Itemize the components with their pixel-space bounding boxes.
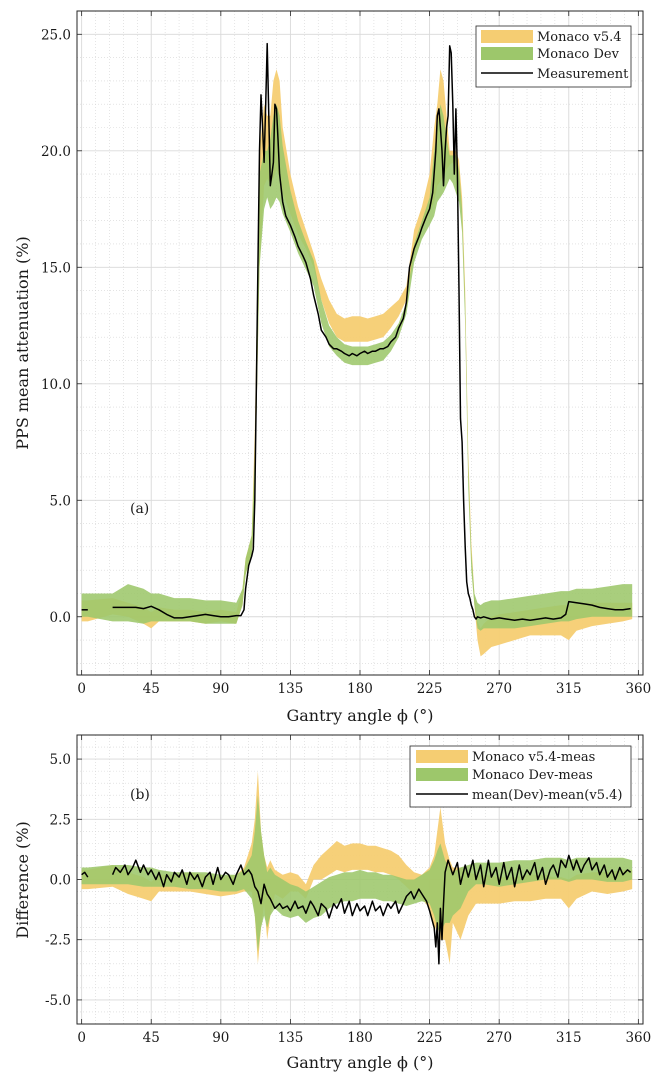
y-tick-label: 0.0: [50, 873, 71, 889]
panel-b-ticks: 0 45 90 135 180 225 270 315 360 -5.0 -2.5 0.0 2.5 5.0: [45, 735, 651, 1046]
x-tick-label: 180: [347, 681, 373, 697]
legend-label-dev-meas: Monaco Dev-meas: [472, 768, 593, 783]
x-tick-label: 135: [278, 681, 304, 697]
x-tick-label: 90: [212, 1030, 229, 1046]
panel-a-ylabel: PPS mean attenuation (%): [13, 236, 32, 449]
band-dev-1: [81, 795, 633, 952]
x-tick-label: 315: [556, 681, 582, 697]
legend-swatch-v54-meas: [416, 750, 468, 763]
panel-b-xlabel: Gantry angle ϕ (°): [286, 1053, 433, 1072]
x-tick-label: 135: [278, 1030, 304, 1046]
y-tick-label: 10.0: [41, 377, 71, 393]
x-tick-label: 0: [77, 1030, 86, 1046]
legend-label-v54: Monaco v5.4: [537, 30, 622, 45]
x-tick-label: 0: [77, 681, 86, 697]
line-segment-1-1: [111, 854, 632, 965]
panel-b-legend: Monaco v5.4-meas Monaco Dev-meas mean(De…: [409, 745, 632, 808]
panel-a-legend: Monaco v5.4 Monaco Dev Measurement: [475, 25, 632, 88]
y-tick-label: 25.0: [41, 27, 71, 43]
x-tick-label: 315: [556, 1030, 582, 1046]
x-tick-label: 225: [417, 681, 443, 697]
legend-swatch-dev: [481, 47, 533, 60]
panel-a-series: [81, 42, 633, 657]
x-tick-label: 180: [347, 1030, 373, 1046]
legend-label-v54-meas: Monaco v5.4-meas: [472, 750, 595, 765]
panel-b-ylabel: Difference (%): [13, 821, 32, 938]
y-tick-label: 5.0: [50, 493, 71, 509]
panel-b-label: (b): [130, 787, 150, 803]
x-tick-label: 270: [486, 681, 512, 697]
line-segment-0-1: [112, 42, 631, 621]
panel-a-ticks: 0 45 90 135 180 225 270 315 360 0.0 5.0 10.0 15.0 20.…: [41, 11, 651, 697]
y-tick-label: 0.0: [50, 610, 71, 626]
legend-label-dev: Monaco Dev: [537, 47, 620, 62]
line-segment-1-0: [81, 871, 89, 878]
legend-label-measurement: Measurement: [537, 67, 629, 82]
x-tick-label: 225: [417, 1030, 443, 1046]
y-tick-label: -5.0: [45, 993, 71, 1009]
x-tick-label: 270: [486, 1030, 512, 1046]
y-tick-label: 20.0: [41, 144, 71, 160]
x-tick-label: 90: [212, 681, 229, 697]
x-tick-label: 360: [625, 1030, 651, 1046]
y-tick-label: 15.0: [41, 260, 71, 276]
legend-swatch-dev-meas: [416, 768, 468, 781]
panel-b: 0 45 90 135 180 225 270 315 360 -5.0 -2.5 0.0 2.5 5.0…: [13, 734, 651, 1072]
panel-a-label: (a): [130, 501, 149, 517]
panel-a: 0 45 90 135 180 225 270 315 360 0.0 5.0 10.0 15.0 20.…: [13, 10, 651, 725]
band-v54-1: [81, 771, 633, 964]
y-tick-label: 2.5: [50, 812, 71, 828]
legend-swatch-v54: [481, 30, 533, 43]
legend-label-mean-diff: mean(Dev)-mean(v5.4): [472, 788, 622, 803]
x-tick-label: 45: [143, 1030, 160, 1046]
x-tick-label: 45: [143, 681, 160, 697]
panel-a-xlabel: Gantry angle ϕ (°): [286, 706, 433, 725]
panel-b-series: [81, 771, 633, 965]
y-tick-label: 5.0: [50, 752, 71, 768]
y-tick-label: -2.5: [45, 933, 71, 949]
x-tick-label: 360: [625, 681, 651, 697]
